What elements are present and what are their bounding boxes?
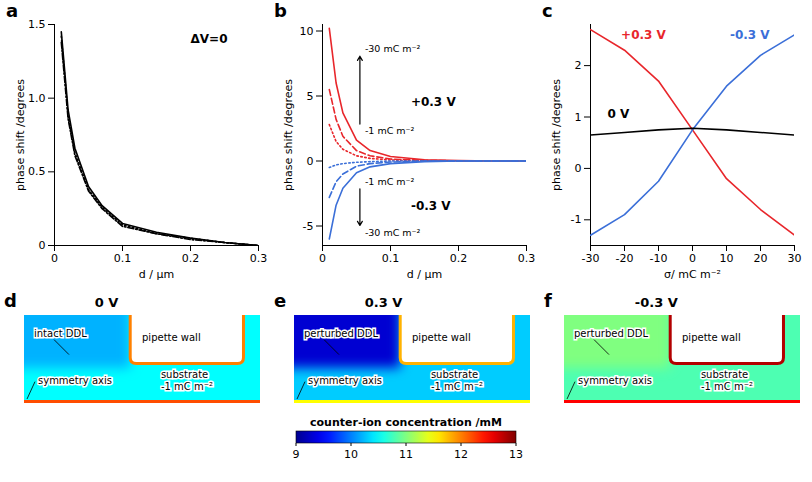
svg-text:0: 0: [39, 239, 46, 252]
svg-text:1.0: 1.0: [28, 92, 46, 105]
svg-text:20: 20: [754, 252, 768, 265]
svg-text:-0.3 V: -0.3 V: [411, 199, 451, 213]
svg-text:0.3: 0.3: [518, 252, 536, 265]
svg-text:+0.3 V: +0.3 V: [621, 28, 666, 42]
svg-text:13: 13: [509, 448, 523, 461]
svg-text:0: 0: [689, 252, 696, 265]
svg-text:0: 0: [575, 162, 582, 175]
svg-text:d / μm: d / μm: [407, 268, 442, 281]
svg-text:0.1: 0.1: [114, 252, 132, 265]
svg-text:σ/ mC m⁻²: σ/ mC m⁻²: [664, 268, 721, 281]
svg-text:counter-ion concentration /mM: counter-ion concentration /mM: [310, 416, 502, 429]
svg-text:perturbed DDL: perturbed DDL: [304, 328, 378, 339]
svg-text:12: 12: [454, 448, 468, 461]
svg-text:5: 5: [307, 90, 314, 103]
html-text:b: b: [274, 0, 287, 21]
svg-text:pipette wall: pipette wall: [142, 332, 201, 343]
svg-text:-30 mC m⁻²: -30 mC m⁻²: [365, 43, 421, 54]
svg-text:d: d: [4, 290, 17, 311]
svg-text:-30: -30: [582, 252, 600, 265]
svg-text:phase shift /degrees: phase shift /degrees: [282, 79, 295, 191]
svg-text:substrate: substrate: [701, 369, 748, 380]
svg-text:10: 10: [344, 448, 358, 461]
svg-text:-0.3 V: -0.3 V: [730, 28, 770, 42]
html-text:c: c: [542, 0, 553, 21]
svg-text:-20: -20: [616, 252, 634, 265]
svg-text:-1 mC m⁻²: -1 mC m⁻²: [365, 125, 415, 136]
svg-text:-1 mC m⁻²: -1 mC m⁻²: [701, 381, 753, 392]
svg-text:1.5: 1.5: [28, 18, 46, 31]
svg-text:0.1: 0.1: [382, 252, 400, 265]
svg-text:0.2: 0.2: [182, 252, 200, 265]
svg-text:11: 11: [399, 448, 413, 461]
svg-text:intact DDL: intact DDL: [34, 328, 87, 339]
svg-text:f: f: [544, 290, 552, 311]
svg-text:+0.3 V: +0.3 V: [411, 95, 456, 109]
svg-text:-1: -1: [571, 213, 582, 226]
svg-text:pipette wall: pipette wall: [412, 332, 471, 343]
svg-text:30: 30: [788, 252, 802, 265]
svg-text:symmetry axis: symmetry axis: [38, 375, 112, 386]
svg-text:-5: -5: [303, 220, 314, 233]
svg-text:substrate: substrate: [161, 369, 208, 380]
svg-text:0.2: 0.2: [450, 252, 468, 265]
svg-text:substrate: substrate: [431, 369, 478, 380]
svg-text:2: 2: [575, 59, 582, 72]
svg-text:phase shift /degrees: phase shift /degrees: [550, 79, 563, 191]
svg-text:0: 0: [51, 252, 58, 265]
svg-text:-1 mC m⁻²: -1 mC m⁻²: [431, 381, 483, 392]
svg-text:0 V: 0 V: [95, 295, 119, 310]
svg-text:-30 mC m⁻²: -30 mC m⁻²: [365, 227, 421, 238]
svg-text:symmetry axis: symmetry axis: [308, 375, 382, 386]
svg-text:pipette wall: pipette wall: [682, 332, 741, 343]
svg-text:-10: -10: [650, 252, 668, 265]
svg-text:0.3 V: 0.3 V: [365, 295, 403, 310]
svg-text:e: e: [274, 290, 286, 311]
svg-text:-0.3 V: -0.3 V: [635, 295, 678, 310]
svg-text:10: 10: [300, 25, 314, 38]
svg-text:0.5: 0.5: [28, 165, 46, 178]
svg-text:0 V: 0 V: [608, 107, 631, 121]
svg-text:10: 10: [720, 252, 734, 265]
html-text:a: a: [6, 0, 19, 21]
svg-text:0: 0: [319, 252, 326, 265]
svg-text:phase shift /degrees: phase shift /degrees: [14, 79, 27, 191]
svg-text:1: 1: [575, 111, 582, 124]
svg-text:ΔV=0: ΔV=0: [191, 32, 228, 46]
svg-text:-1 mC m⁻²: -1 mC m⁻²: [161, 381, 213, 392]
svg-text:perturbed DDL: perturbed DDL: [574, 328, 648, 339]
svg-text:symmetry axis: symmetry axis: [578, 375, 652, 386]
svg-text:9: 9: [293, 448, 300, 461]
svg-text:-1 mC m⁻²: -1 mC m⁻²: [365, 176, 415, 187]
svg-text:d / μm: d / μm: [139, 268, 174, 281]
svg-text:0: 0: [307, 155, 314, 168]
svg-text:0.3: 0.3: [250, 252, 268, 265]
